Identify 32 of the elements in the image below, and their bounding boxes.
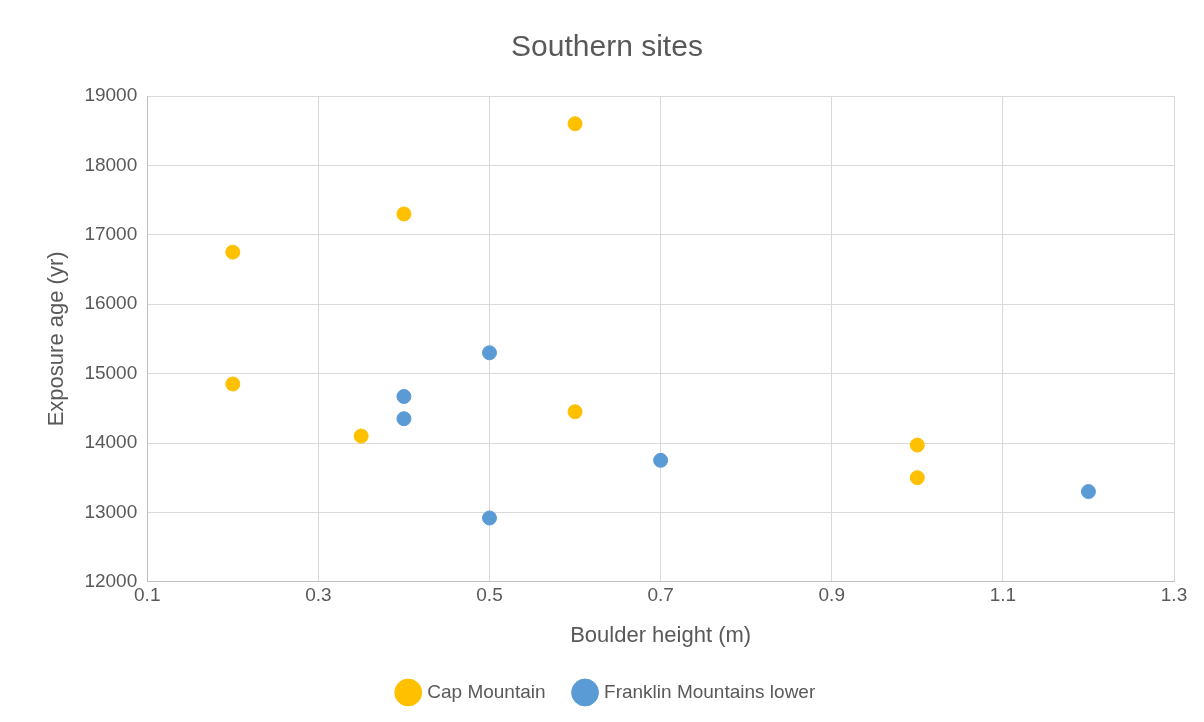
point — [567, 404, 583, 420]
point — [481, 345, 497, 361]
legend-label: Franklin Mountains lower — [604, 680, 816, 702]
point — [481, 510, 497, 526]
x-tick-label: 0.9 — [818, 584, 845, 606]
y-tick-label: 19000 — [84, 84, 138, 106]
point — [909, 470, 925, 486]
y-tick-label: 14000 — [84, 431, 138, 453]
point — [225, 244, 241, 260]
point — [567, 116, 583, 132]
y-tick-label: 15000 — [84, 361, 138, 383]
y-tick-label: 13000 — [84, 500, 138, 522]
point — [396, 389, 412, 404]
point — [396, 206, 412, 222]
y-tick-label: 17000 — [84, 223, 138, 245]
x-tick-label: 0.5 — [476, 584, 503, 606]
x-tick-label: 0.3 — [305, 584, 332, 606]
legend-label: Cap Mountain — [427, 680, 546, 702]
y-tick-label: 16000 — [84, 292, 138, 314]
point — [909, 437, 925, 453]
x-tick-label: 1.3 — [1160, 584, 1188, 606]
x-tick-label: 1.1 — [989, 584, 1017, 606]
point — [225, 376, 241, 392]
point — [396, 411, 412, 427]
point — [353, 428, 369, 444]
point — [1080, 484, 1096, 500]
x-tick-label: 0.7 — [647, 584, 674, 606]
y-axis-title: Exposure age (yr) — [43, 251, 69, 427]
y-tick-label: 18000 — [84, 153, 138, 175]
chart-title: Southern sites — [511, 29, 703, 63]
x-axis-title: Boulder height (m) — [570, 621, 752, 647]
point — [653, 452, 669, 468]
